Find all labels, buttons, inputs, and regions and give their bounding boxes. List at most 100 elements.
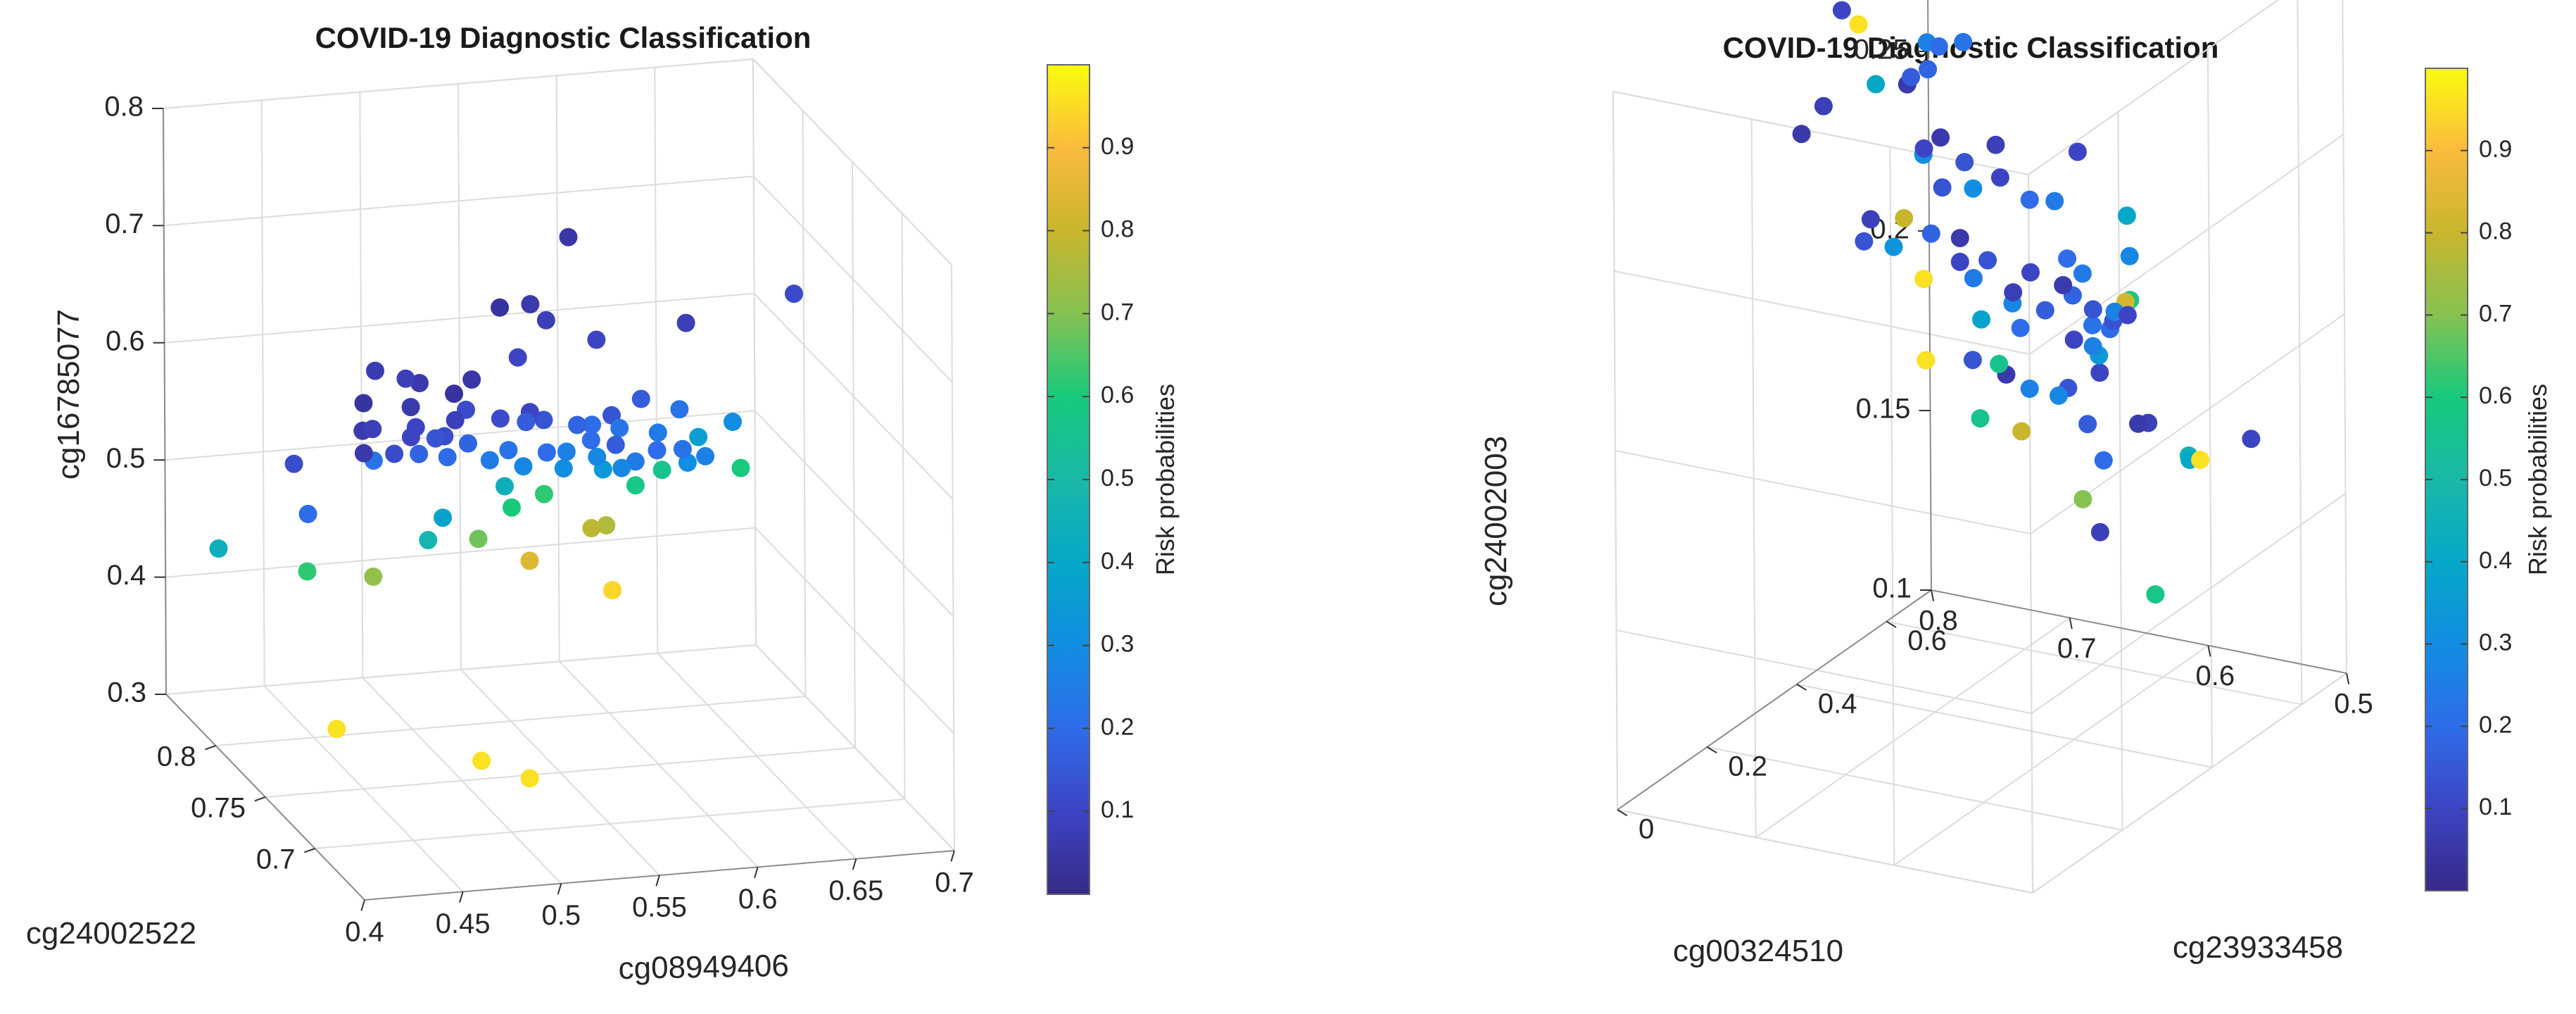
- right-colorbar: 0.1 0.2 0.3 0.4 0.5 0.6 0.7 0.8 0.9 Risk probabi…: [2425, 68, 2552, 891]
- data-point: [2242, 430, 2261, 449]
- data-point: [2050, 386, 2068, 405]
- data-point: [354, 394, 373, 413]
- data-point: [606, 435, 625, 454]
- x-tick-mark: [2069, 618, 2073, 630]
- data-point: [583, 415, 602, 434]
- right-chart: COVID-19 Diagnostic Classification 0.50.…: [1479, 0, 2552, 968]
- data-point: [2090, 363, 2109, 382]
- box-edge: [951, 264, 955, 851]
- x-tick-label: 0.7: [2057, 633, 2097, 664]
- data-point: [673, 439, 692, 458]
- y-tick-mark: [205, 745, 216, 751]
- data-point: [631, 389, 650, 408]
- grid-line: [1886, 620, 2302, 706]
- grid-line: [165, 410, 755, 461]
- z-axis-line: [163, 108, 167, 695]
- data-point: [520, 551, 539, 570]
- data-point: [1986, 135, 2005, 154]
- y-tick-label: 0: [1639, 814, 1654, 845]
- data-point: [410, 444, 429, 463]
- left-tick-labels: 0.4 0.45 0.5 0.55 0.6 0.65 0.7 0.7 0.75 0.8 0.3 0.4…: [104, 92, 973, 948]
- data-point: [1914, 139, 1933, 158]
- right-chart-title: COVID-19 Diagnostic Classification: [1723, 31, 2219, 64]
- data-point: [491, 409, 510, 428]
- x-tick-label: 0.5: [542, 900, 581, 931]
- grid-line: [260, 100, 265, 687]
- grid-line: [754, 410, 954, 617]
- colorbar-tick-label: 0.8: [1101, 216, 1134, 243]
- box-edge: [1617, 809, 2033, 894]
- data-point: [1963, 351, 1982, 370]
- data-point: [2094, 451, 2113, 470]
- grid-line: [1614, 270, 2030, 355]
- data-point: [1814, 96, 1833, 115]
- data-point: [1972, 310, 1990, 329]
- data-point: [1861, 210, 1880, 229]
- data-point: [648, 423, 667, 442]
- data-point: [459, 434, 477, 453]
- data-point: [1792, 125, 1811, 144]
- right-z-axis-label: cg24002003: [1479, 436, 1513, 606]
- data-point: [610, 418, 629, 437]
- y-tick-label: 0.7: [256, 844, 296, 875]
- grid-line: [1796, 683, 2213, 768]
- data-point: [503, 498, 521, 517]
- left-y-axis-label: cg24002522: [26, 916, 196, 951]
- colorbar-tick-label: 0.7: [2479, 300, 2512, 327]
- x-axis-line: [1931, 589, 2347, 674]
- box-edge: [755, 644, 955, 851]
- data-point: [327, 720, 346, 739]
- x-tick-mark: [459, 891, 464, 903]
- x-tick-mark: [2346, 672, 2350, 684]
- colorbar-tick-label: 0.5: [2479, 465, 2512, 492]
- y-tick-label: 0.8: [157, 741, 196, 772]
- data-point: [2118, 306, 2137, 325]
- grid-line: [359, 92, 364, 678]
- data-point: [2083, 337, 2102, 356]
- data-point: [495, 477, 514, 496]
- data-point: [626, 452, 645, 471]
- data-point: [537, 443, 556, 462]
- data-point: [2073, 264, 2092, 283]
- data-point: [426, 429, 445, 448]
- data-point: [785, 284, 803, 303]
- x-tick-mark: [754, 867, 759, 878]
- data-point: [385, 444, 404, 463]
- data-point: [363, 420, 382, 439]
- box-edge: [1612, 91, 1618, 810]
- x-tick-mark: [950, 850, 955, 862]
- data-point: [1990, 168, 2009, 187]
- data-point: [724, 413, 742, 431]
- grid-line: [2031, 493, 2347, 714]
- data-point: [1990, 354, 2009, 373]
- data-point: [520, 769, 539, 788]
- colorbar-tick-label: 0.5: [1101, 465, 1134, 492]
- data-point: [2035, 301, 2054, 320]
- data-point: [2012, 422, 2031, 441]
- data-point: [298, 562, 317, 581]
- data-point: [731, 458, 750, 477]
- data-point: [410, 374, 429, 392]
- box-edge: [752, 58, 757, 646]
- left-chart: COVID-19 Diagnostic Classification 0.4 0.…: [26, 21, 1180, 986]
- data-point: [419, 531, 438, 549]
- data-point: [603, 581, 622, 600]
- data-point: [2191, 451, 2210, 470]
- data-point: [445, 384, 464, 403]
- z-tick-label: 0.25: [1854, 35, 1909, 65]
- data-point: [648, 441, 667, 460]
- data-point: [581, 431, 600, 449]
- right-y-axis-label: cg23933458: [2173, 930, 2343, 965]
- x-tick-label: 0.5: [2334, 689, 2373, 720]
- z-tick-label: 0.8: [104, 92, 144, 123]
- left-grid: [163, 58, 955, 901]
- grid-line: [901, 213, 906, 800]
- grid-line: [215, 696, 806, 746]
- grid-line: [802, 110, 807, 697]
- data-point: [2004, 283, 2023, 302]
- data-point: [582, 519, 601, 537]
- left-colorbar: 0.1 0.2 0.3 0.4 0.5 0.6 0.7 0.8 0.9 Risk probabi…: [1047, 64, 1180, 895]
- grid-line: [2028, 134, 2344, 355]
- data-point: [401, 398, 420, 417]
